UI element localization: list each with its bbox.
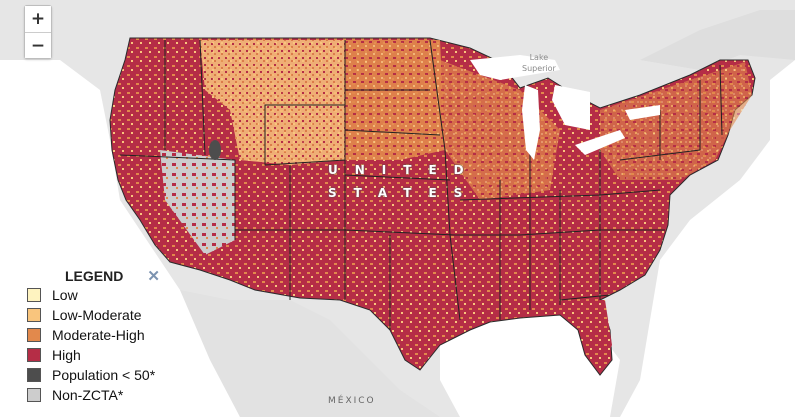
great-salt-lake — [209, 140, 221, 160]
lake-label-line1: Lake — [529, 53, 549, 62]
legend-swatch — [27, 328, 41, 342]
legend-item: High — [27, 345, 187, 365]
lake-huron — [552, 85, 590, 130]
northeast-region — [600, 62, 752, 180]
atlantic-area — [620, 60, 795, 417]
zoom-out-button[interactable]: − — [25, 32, 51, 58]
west-mountain-region — [200, 40, 345, 165]
legend-swatch — [27, 308, 41, 322]
legend-swatch — [27, 388, 41, 402]
legend-item: Moderate-High — [27, 325, 187, 345]
close-icon[interactable]: ✕ — [147, 268, 160, 285]
legend-label: Low — [52, 287, 78, 303]
legend-label: Population < 50* — [52, 367, 156, 383]
nevada-region — [160, 150, 235, 255]
legend-label: Moderate-High — [52, 327, 145, 343]
legend-swatch — [27, 368, 41, 382]
legend-label: High — [52, 347, 81, 363]
legend-title: LEGEND — [65, 268, 124, 284]
plains-region — [345, 40, 445, 160]
legend-item: Low-Moderate — [27, 305, 187, 325]
lake-ontario — [625, 105, 660, 120]
legend-swatch — [27, 288, 41, 302]
lake-superior-label: Lake Superior — [522, 52, 556, 74]
legend-swatch — [27, 348, 41, 362]
zoom-in-button[interactable]: + — [25, 6, 51, 32]
gulf-area — [440, 310, 620, 417]
legend-header: LEGEND ✕ — [65, 267, 187, 285]
mexico-landmass — [180, 290, 440, 417]
country-label-line2: STATES — [328, 186, 480, 200]
canada-east — [640, 10, 795, 70]
ocean-area — [0, 60, 240, 417]
legend-label: Non-ZCTA* — [52, 387, 124, 403]
legend-panel: LEGEND ✕ Low Low-Moderate Moderate-High Hig… — [27, 267, 187, 405]
florida-region — [585, 300, 612, 372]
legend-item: Population < 50* — [27, 365, 187, 385]
state-borders — [119, 39, 723, 330]
legend-item: Non-ZCTA* — [27, 385, 187, 405]
legend-item: Low — [27, 285, 187, 305]
legend-label: Low-Moderate — [52, 307, 142, 323]
country-label-line1: UNITED — [328, 163, 481, 177]
mexico-label: MÉXICO — [328, 396, 376, 406]
zoom-control: + − — [24, 5, 52, 59]
lake-erie — [575, 130, 625, 155]
lake-label-line2: Superior — [522, 64, 556, 73]
canada-landmass — [0, 0, 795, 70]
lake-superior — [470, 55, 560, 80]
lake-michigan — [522, 85, 540, 160]
